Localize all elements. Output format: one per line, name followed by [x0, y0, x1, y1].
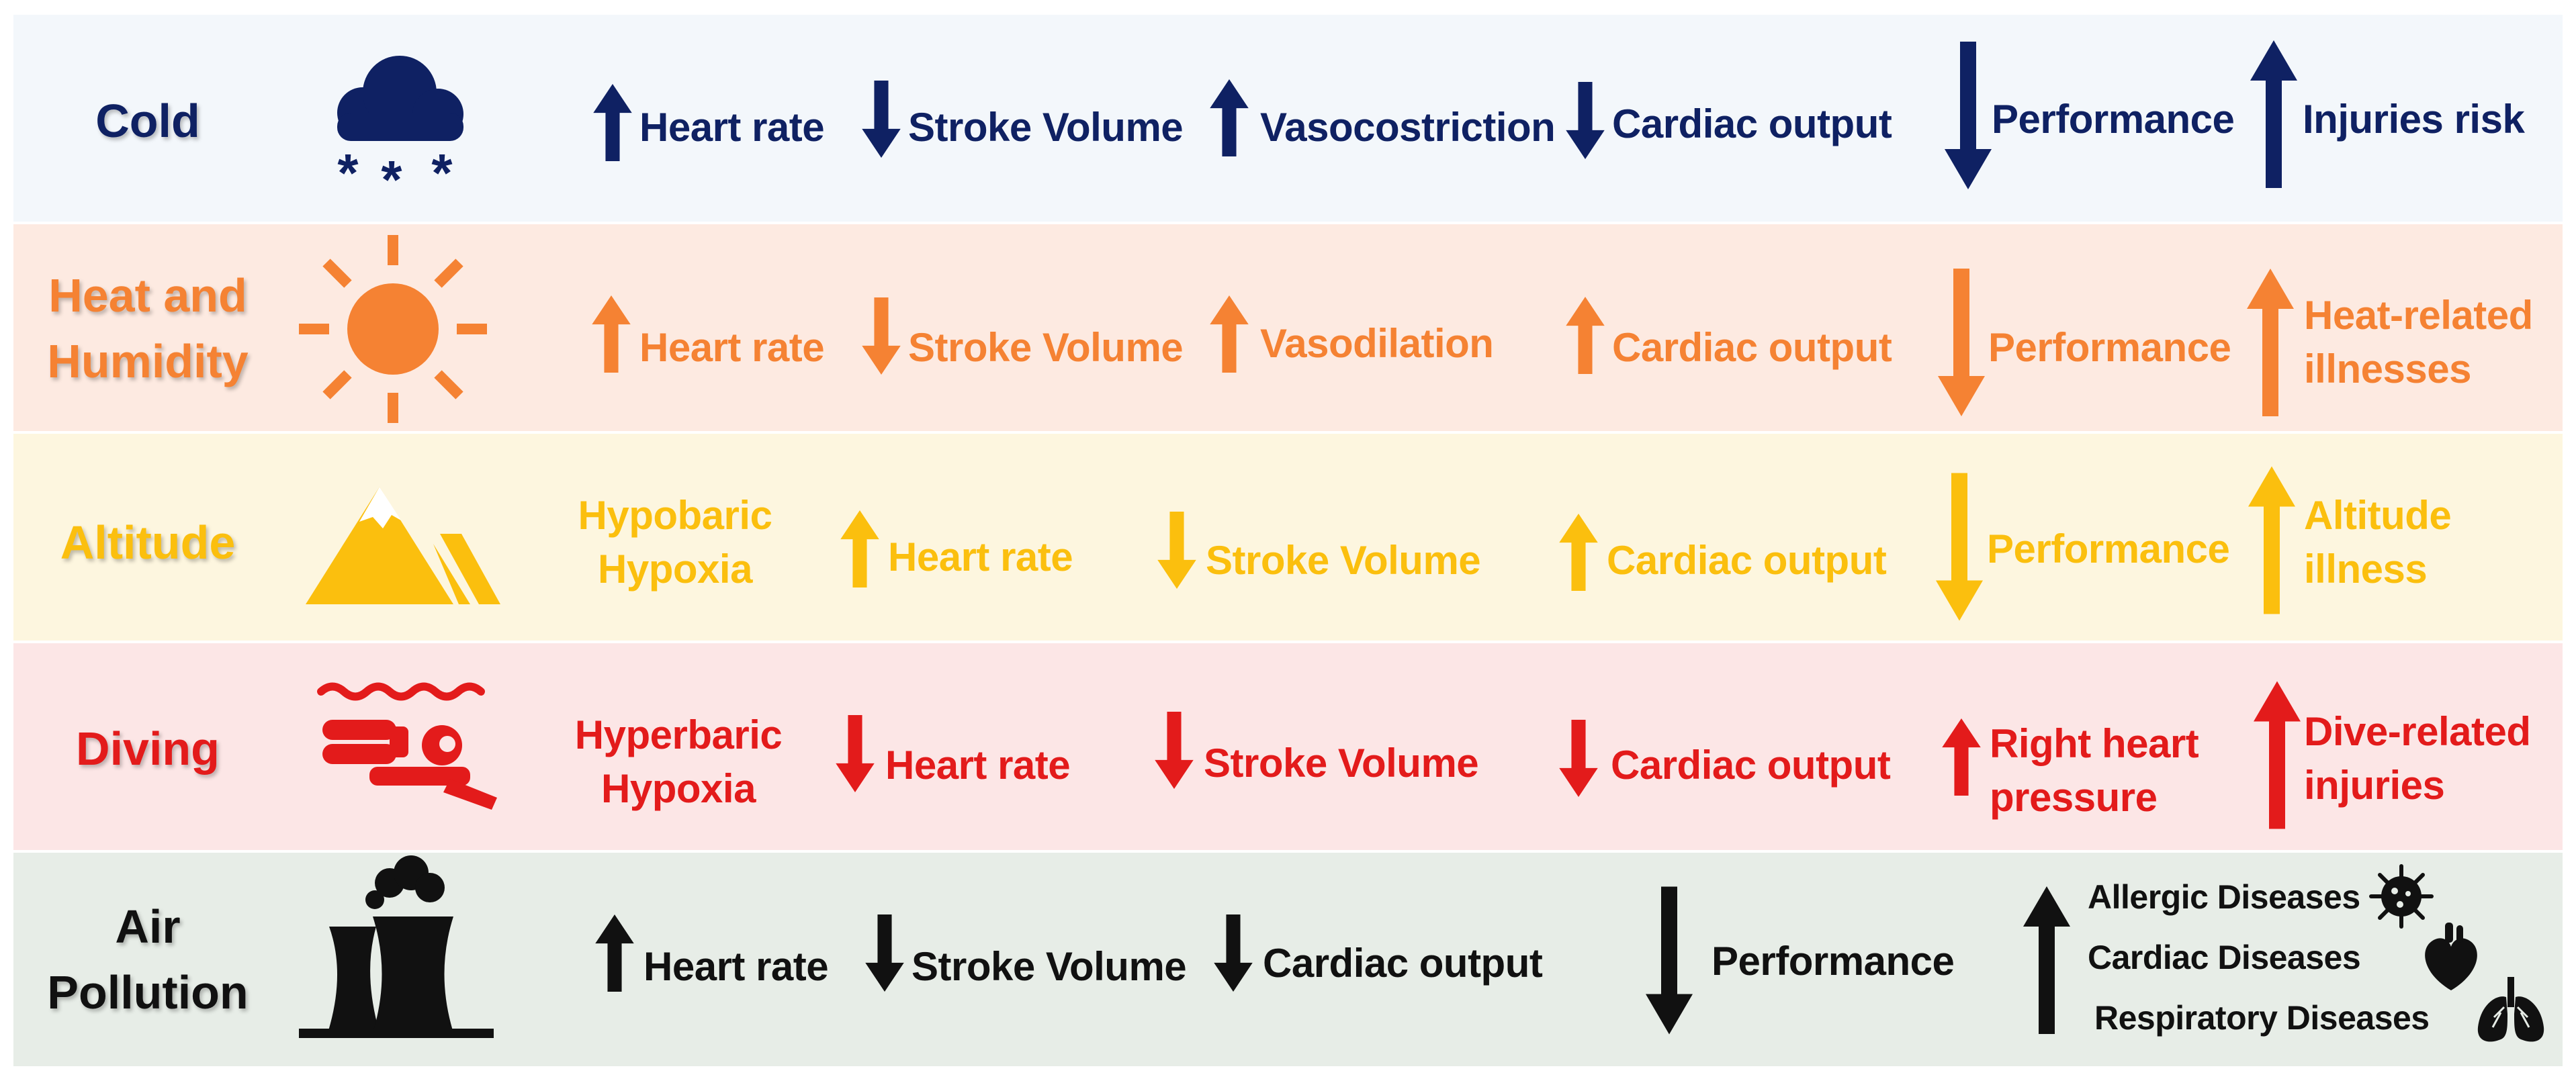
- heat-stroke-volume-label: Stroke Volume: [908, 325, 1184, 370]
- altitude-condition-line2: Hypoxia: [598, 547, 752, 592]
- heat-performance-label: Performance: [1988, 325, 2231, 370]
- diving-heart-rate-label: Heart rate: [885, 743, 1071, 788]
- pollution-performance-label: Performance: [1712, 939, 1955, 984]
- sun-icon: [299, 235, 487, 423]
- diving-cardiac-output-down-arrow: [1558, 720, 1599, 797]
- cold-performance-down-arrow: [1945, 42, 1992, 189]
- virus-icon: [2369, 864, 2434, 929]
- cold-cardiac-output-label: Cardiac output: [1612, 101, 1892, 146]
- heat-cardiac-output-label: Cardiac output: [1612, 325, 1892, 370]
- pollution-category-label-line1: Air: [115, 900, 181, 953]
- svg-text:*: *: [431, 143, 453, 195]
- altitude-heart-rate-label: Heart rate: [888, 534, 1073, 579]
- pollution-performance-down-arrow: [1646, 885, 1693, 1036]
- diving-right-heart-pressure-up-arrow: [1941, 718, 1982, 796]
- altitude-illness-label-line1: Altitude: [2304, 493, 2452, 538]
- diving-right-heart-pressure-line2: pressure: [1990, 775, 2158, 820]
- altitude-cardiac-output-label: Cardiac output: [1607, 538, 1887, 583]
- diving-stroke-volume-down-arrow: [1154, 712, 1194, 789]
- heat-category-label-line2: Humidity: [47, 335, 249, 387]
- diving-category-label: Diving: [76, 722, 220, 775]
- diving-stroke-volume-label: Stroke Volume: [1204, 741, 1479, 786]
- cold-heart-rate-up-arrow: [592, 84, 633, 161]
- cold-stroke-volume-label: Stroke Volume: [908, 105, 1184, 150]
- diving-cardiac-output-label: Cardiac output: [1611, 743, 1891, 788]
- altitude-heart-rate-up-arrow: [840, 510, 880, 588]
- heat-heart-rate-label: Heart rate: [639, 325, 825, 370]
- altitude-condition-line1: Hypobaric: [578, 493, 772, 538]
- pollution-heart-rate-up-arrow: [594, 914, 635, 992]
- heat-heart-rate-up-arrow: [591, 295, 631, 373]
- heat-illness-label-line1: Heat-related: [2304, 293, 2533, 338]
- diving-condition-line1: Hyperbaric: [574, 712, 783, 757]
- heat-cardiac-output-up-arrow: [1565, 297, 1605, 374]
- heat-vasodilation-label: Vasodilation: [1260, 321, 1494, 366]
- pollution-respiratory-label: Respiratory Diseases: [2094, 999, 2430, 1037]
- diving-heart-rate-down-arrow: [835, 715, 875, 792]
- pollution-diseases-up-arrow: [2023, 883, 2070, 1037]
- altitude-stroke-volume-down-arrow: [1157, 512, 1197, 589]
- heat-illness-label-line2: illnesses: [2304, 346, 2472, 391]
- heart-organ-icon: [2425, 923, 2477, 990]
- pollution-stroke-volume-label: Stroke Volume: [912, 944, 1187, 989]
- cold-cardiac-output-down-arrow: [1565, 82, 1605, 159]
- altitude-performance-down-arrow: [1936, 471, 1983, 622]
- altitude-illness-up-arrow: [2248, 465, 2295, 616]
- diving-condition-line2: Hypoxia: [601, 766, 756, 811]
- diving-injuries-up-arrow: [2254, 679, 2301, 831]
- altitude-performance-label: Performance: [1987, 526, 2230, 571]
- snow-cloud-icon: * * *: [337, 56, 463, 195]
- cold-injuries-risk-label: Injuries risk: [2303, 97, 2525, 142]
- cold-performance-label: Performance: [1992, 97, 2235, 142]
- pollution-allergic-label: Allergic Diseases: [2088, 878, 2360, 916]
- pollution-cardiac-output-label: Cardiac output: [1263, 941, 1543, 986]
- altitude-row: [13, 434, 2563, 641]
- heat-performance-down-arrow: [1938, 269, 1985, 416]
- diving-injuries-label-line1: Dive-related: [2304, 709, 2531, 754]
- heat-category-label-line1: Heat and: [48, 269, 247, 322]
- cold-vasoconstriction-label: Vasocostriction: [1260, 105, 1556, 150]
- diving-right-heart-pressure-line1: Right heart: [1990, 721, 2199, 766]
- pollution-cardiac-output-down-arrow: [1213, 914, 1253, 992]
- cold-heart-rate-label: Heart rate: [639, 105, 825, 150]
- cold-stroke-volume-down-arrow: [861, 81, 901, 158]
- mountain-icon: [306, 487, 500, 604]
- pollution-category-label-line2: Pollution: [47, 966, 249, 1019]
- svg-text:*: *: [381, 150, 402, 195]
- cold-injuries-risk-up-arrow: [2250, 40, 2297, 188]
- altitude-stroke-volume-label: Stroke Volume: [1206, 538, 1481, 583]
- cold-vasoconstriction-up-arrow: [1209, 79, 1249, 156]
- diving-injuries-label-line2: injuries: [2304, 763, 2445, 808]
- lungs-icon: [2477, 977, 2544, 1042]
- heat-vasodilation-up-arrow: [1209, 295, 1249, 373]
- pollution-heart-rate-label: Heart rate: [643, 944, 829, 989]
- svg-text:*: *: [337, 143, 359, 195]
- pollution-stroke-volume-down-arrow: [864, 914, 905, 992]
- altitude-illness-label-line2: illness: [2304, 547, 2428, 592]
- heat-stroke-volume-down-arrow: [861, 297, 901, 375]
- factory-icon: [299, 855, 494, 1038]
- heat-illness-up-arrow: [2247, 269, 2294, 416]
- altitude-cardiac-output-up-arrow: [1558, 514, 1599, 591]
- pollution-cardiac-label: Cardiac Diseases: [2088, 939, 2361, 976]
- cold-category-label: Cold: [95, 95, 200, 147]
- diver-icon: [317, 682, 497, 810]
- altitude-category-label: Altitude: [60, 516, 236, 569]
